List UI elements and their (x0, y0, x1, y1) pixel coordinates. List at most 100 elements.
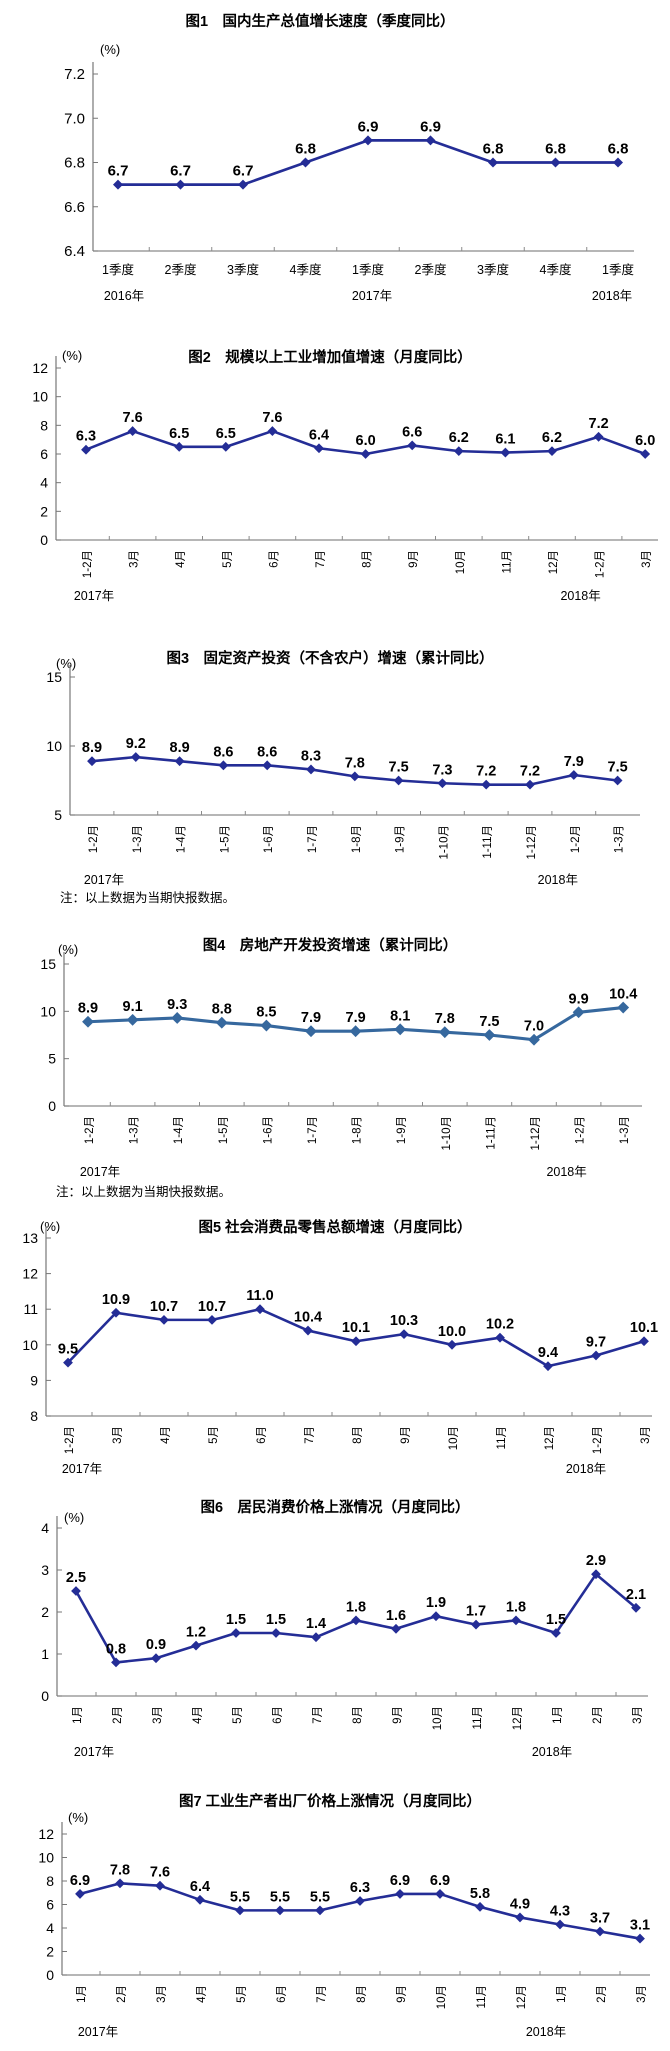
y-axis-unit-label: (%) (64, 1510, 84, 1525)
data-point-label: 6.9 (358, 118, 379, 135)
data-point-label: 7.8 (110, 1862, 130, 1878)
y-tick-label: 15 (46, 669, 62, 685)
x-tick-label: 2月 (112, 1706, 124, 1724)
data-point-marker (349, 1025, 362, 1038)
data-point-marker (305, 1025, 317, 1038)
data-point-label: 2.9 (586, 1553, 606, 1569)
data-point-marker (112, 179, 124, 190)
data-point-marker (394, 1023, 407, 1036)
data-point-marker (191, 1640, 201, 1651)
x-tick-label: 1-10月 (441, 1116, 453, 1151)
year-label: 2017年 (74, 589, 114, 603)
y-tick-label: 6.6 (64, 199, 85, 216)
data-point-label: 2.5 (66, 1570, 86, 1586)
chart-title: 图7 工业生产者出厂价格上涨情况（月度同比） (179, 1792, 481, 1810)
x-tick-label: 2月 (596, 1985, 608, 2003)
y-tick-label: 9 (30, 1372, 38, 1388)
data-point-label: 6.8 (608, 141, 629, 158)
x-tick-label: 4季度 (540, 262, 572, 277)
y-tick-label: 3 (41, 1562, 49, 1578)
data-point-marker (360, 449, 371, 459)
x-tick-label: 1季度 (352, 262, 384, 277)
y-axis-unit-label: (%) (68, 1810, 88, 1825)
data-point-label: 4.9 (510, 1896, 530, 1912)
year-label: 2017年 (84, 873, 124, 887)
data-point-label: 0.8 (106, 1641, 126, 1657)
data-point-marker (437, 778, 448, 789)
data-point-label: 10.7 (198, 1299, 226, 1315)
x-tick-label: 1月 (556, 1985, 568, 2003)
figure-6-cpi: 图6 居民消费价格上涨情况（月度同比） (%) 0 1 2 3 4 2.5 0.8 0.9 1.2 1… (0, 1476, 670, 1782)
data-point-label: 10.1 (342, 1320, 370, 1336)
data-point-marker (315, 1905, 325, 1916)
x-tick-label: 11月 (476, 1985, 488, 2008)
chart-title: 图6 居民消费价格上涨情况（月度同比） (200, 1498, 469, 1516)
year-label: 2018年 (592, 289, 632, 303)
x-tick-label: 3月 (640, 1426, 652, 1444)
data-point-label: 3.7 (590, 1911, 610, 1927)
y-tick-label: 10 (46, 738, 62, 754)
x-tick-label: 1-2月 (595, 550, 607, 578)
data-point-label: 7.3 (432, 762, 452, 778)
year-label: 2017年 (80, 1165, 120, 1179)
data-point-label: 9.5 (58, 1342, 78, 1358)
x-tick-label: 3月 (129, 550, 141, 568)
x-tick-label: 1季度 (102, 262, 134, 277)
x-tick-label: 6月 (268, 550, 280, 568)
data-point-marker (159, 1314, 169, 1325)
x-tick-label: 1-3月 (129, 1116, 141, 1144)
x-tick-label: 5月 (232, 1706, 244, 1724)
data-point-marker (515, 1912, 525, 1923)
x-tick-label: 1-8月 (352, 1116, 364, 1144)
x-tick-label: 1月 (72, 1706, 84, 1724)
x-tick-label: 7月 (312, 1706, 324, 1724)
x-tick-label: 8月 (356, 1985, 368, 2003)
data-point-marker (171, 1012, 184, 1024)
data-point-marker (351, 1615, 361, 1626)
data-point-label: 1.8 (346, 1599, 366, 1615)
y-tick-label: 0 (41, 1688, 49, 1704)
data-point-marker (391, 1623, 401, 1634)
data-point-marker (362, 135, 374, 146)
x-tick-label: 2季度 (165, 262, 197, 277)
y-tick-label: 5 (48, 1051, 56, 1067)
data-point-marker (130, 752, 141, 762)
figure-5-retail-sales: 图5 社会消费品零售总额增速（月度同比） (%) 8 9 10 11 12 13 9.5 10.9… (0, 1212, 670, 1476)
data-point-label: 6.9 (430, 1873, 450, 1889)
y-tick-label: 5 (54, 807, 62, 823)
x-tick-label: 9月 (396, 1985, 408, 2003)
data-point-marker (235, 1905, 245, 1916)
data-point-label: 5.5 (310, 1889, 330, 1905)
data-point-label: 9.3 (167, 997, 187, 1013)
data-point-label: 7.0 (524, 1019, 544, 1035)
x-tick-label: 1-12月 (526, 825, 538, 860)
data-point-label: 8.9 (78, 1001, 98, 1017)
chart-note: 注：以上数据为当期快报数据。 (56, 1184, 231, 1199)
y-tick-label: 2 (40, 503, 48, 519)
data-point-marker (617, 1001, 630, 1014)
x-tick-label: 1-7月 (307, 1116, 319, 1144)
data-point-label: 0.9 (146, 1637, 166, 1653)
x-tick-label: 1-2月 (570, 825, 582, 853)
y-axis-unit-label: (%) (58, 942, 78, 957)
x-tick-label: 6月 (276, 1985, 288, 2003)
x-tick-label: 6月 (256, 1426, 268, 1444)
year-label: 2018年 (546, 1165, 586, 1179)
data-point-label: 10.0 (438, 1324, 466, 1340)
x-tick-label: 7月 (304, 1426, 316, 1444)
data-point-label: 7.2 (476, 764, 496, 780)
x-tick-label: 5月 (236, 1985, 248, 2003)
data-point-marker (81, 444, 91, 455)
data-point-marker (215, 1016, 228, 1029)
data-point-label: 7.6 (123, 410, 143, 426)
data-point-label: 10.3 (390, 1313, 418, 1329)
x-tick-label: 4月 (192, 1706, 204, 1724)
data-point-marker (174, 756, 185, 767)
data-point-marker (174, 441, 185, 452)
y-axis-unit-label: (%) (62, 348, 82, 363)
data-point-label: 7.5 (389, 760, 409, 776)
data-point-label: 3.1 (630, 1918, 650, 1934)
x-tick-label: 9月 (408, 550, 420, 568)
figure-7-ppi: 图7 工业生产者出厂价格上涨情况（月度同比） (%) 0 2 4 6 8 10 12 6.9 7.8… (0, 1782, 670, 2051)
y-tick-label: 15 (40, 956, 56, 972)
